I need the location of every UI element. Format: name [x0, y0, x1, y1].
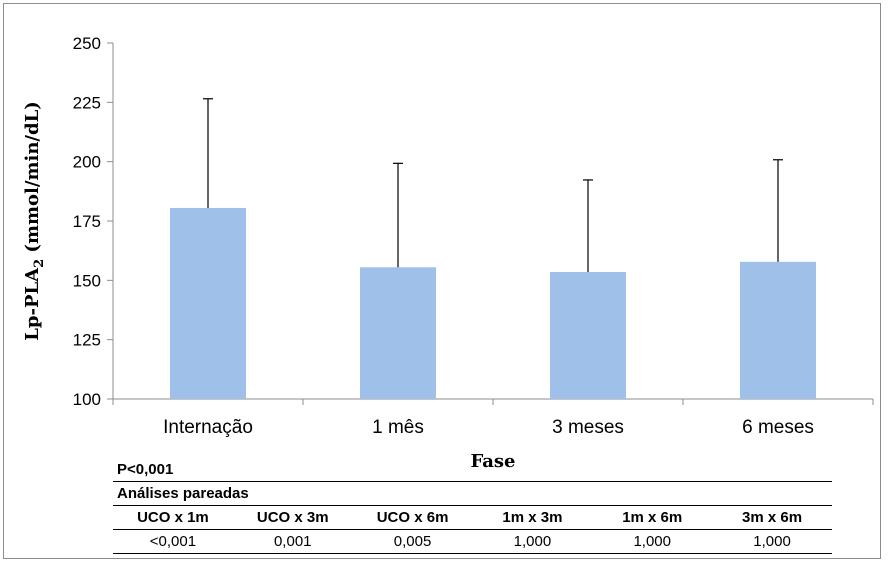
y-axis-title: Lp-PLA2 (mmol/min/dL)	[22, 101, 47, 341]
y-axis-title-main: Lp-PLA	[22, 267, 43, 341]
paired-analysis-title: Análises pareadas	[113, 482, 832, 506]
y-tick-label: 125	[73, 331, 101, 350]
error-bars	[203, 98, 783, 273]
x-tick-label: 1 mês	[372, 417, 424, 438]
y-tick-label: 250	[73, 34, 101, 53]
table-header-cell: 3m x 6m	[742, 509, 803, 526]
y-axis-title-subscript: 2	[32, 259, 47, 268]
x-tick-label: 6 meses	[742, 417, 814, 438]
table-header-cell: 1m x 3m	[502, 509, 563, 526]
y-tick-label: 225	[73, 93, 101, 112]
table-cell: 0,005	[393, 533, 432, 550]
bar	[170, 207, 246, 399]
y-tick-label: 150	[73, 271, 101, 290]
table-header-row: UCO x 1m UCO x 3m UCO x 6m 1m x 3m 1m x …	[113, 506, 832, 530]
y-tick-labels: 100 125 150 175 200 225 250	[73, 34, 101, 409]
table-header-cell: UCO x 6m	[376, 509, 449, 526]
bar	[740, 261, 816, 399]
y-tick-label: 100	[73, 390, 101, 409]
table-cell: 1,000	[513, 533, 552, 550]
table-cell: 0,001	[273, 533, 312, 550]
table-cell: <0,001	[149, 533, 197, 550]
table-header-cell: UCO x 1m	[137, 509, 209, 526]
table-header-cell: 1m x 6m	[622, 509, 683, 526]
p-value: P<0,001	[113, 454, 832, 482]
x-tick-label: 3 meses	[552, 417, 624, 438]
y-tick-label: 175	[73, 212, 101, 231]
bar	[550, 272, 626, 399]
bars	[170, 207, 816, 399]
x-tick-labels: Internação 1 mês 3 meses 6 meses	[163, 417, 814, 438]
table-cell: 1,000	[753, 533, 791, 550]
chart-frame	[3, 3, 881, 559]
x-axis-title: Fase	[470, 451, 515, 472]
paired-analysis-table: P<0,001 Análises pareadas UCO x 1m UCO x…	[113, 454, 832, 554]
x-tick-label: Internação	[163, 417, 253, 438]
table-cell: 1,000	[633, 533, 671, 550]
y-tick-label: 200	[73, 153, 101, 172]
table-row: <0,001 0,001 0,005 1,000 1,000 1,000	[113, 530, 832, 554]
bar	[360, 267, 436, 399]
table-header-cell: UCO x 3m	[256, 509, 329, 526]
y-axis-title-unit: (mmol/min/dL)	[22, 101, 43, 259]
